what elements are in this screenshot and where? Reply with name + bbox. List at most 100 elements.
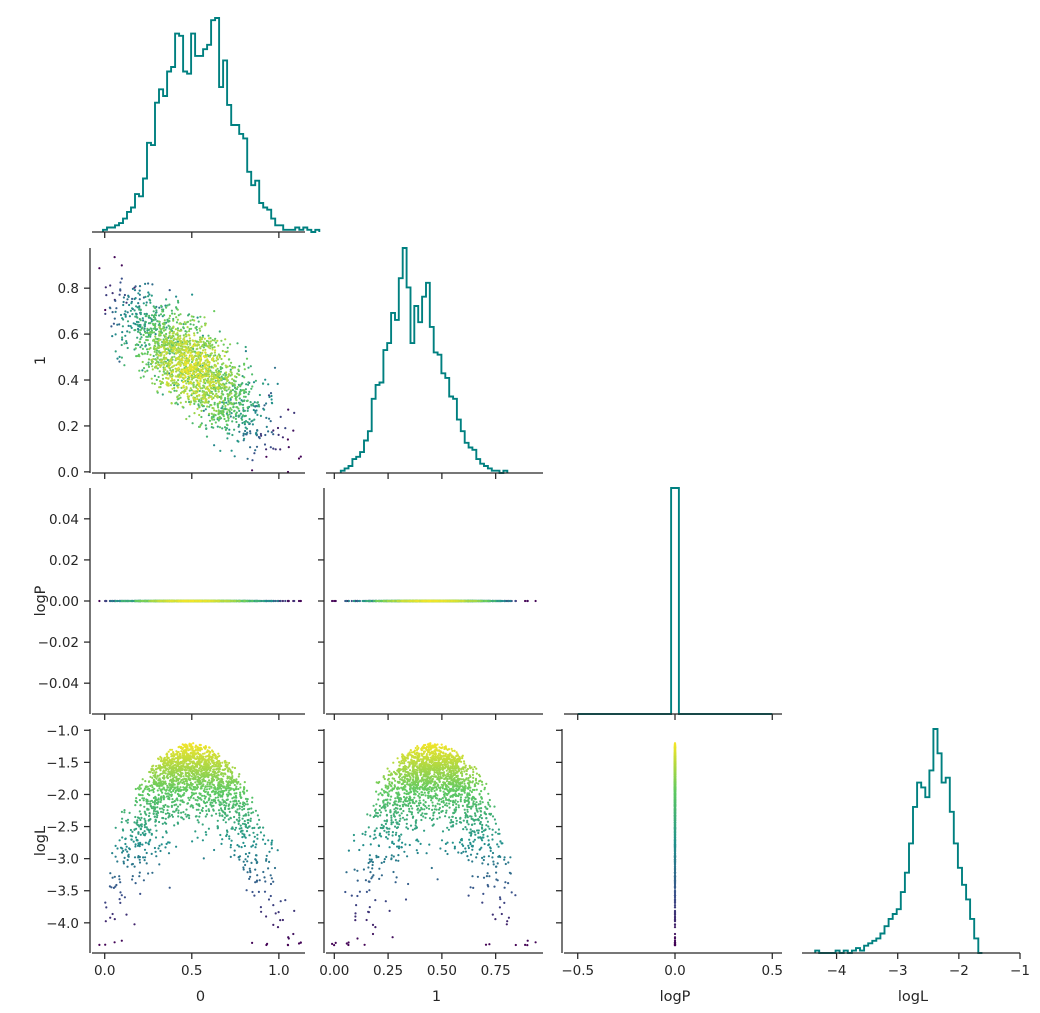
scatter-point <box>110 325 113 328</box>
scatter-point <box>179 396 182 399</box>
scatter-point <box>487 599 490 603</box>
scatter-point <box>207 371 210 374</box>
scatter-point <box>258 393 261 397</box>
scatter-point <box>220 395 223 398</box>
scatter-point <box>269 446 272 449</box>
scatter-point <box>159 599 162 603</box>
scatter-point <box>238 365 241 368</box>
scatter-point <box>194 398 197 401</box>
scatter-point <box>170 371 173 375</box>
scatter-point <box>115 307 118 310</box>
scatter-point <box>189 400 193 403</box>
scatter-point <box>156 357 159 360</box>
scatter-point <box>181 343 184 346</box>
scatter-point <box>175 321 179 324</box>
scatter-point <box>203 395 206 398</box>
scatter-point <box>213 403 216 406</box>
scatter-point <box>234 387 238 390</box>
scatter-point <box>183 321 186 324</box>
scatter-point <box>180 348 183 351</box>
scatter-point <box>188 381 191 384</box>
scatter-point <box>189 351 192 354</box>
scatter-point <box>526 599 529 603</box>
scatter-point <box>165 326 168 329</box>
scatter-point <box>213 351 216 354</box>
scatter-point <box>149 333 152 336</box>
scatter-point <box>216 339 219 342</box>
scatter-point <box>121 331 124 334</box>
scatter-point <box>251 419 254 422</box>
scatter-point <box>246 409 249 412</box>
scatter-point <box>237 407 240 410</box>
scatter-point <box>164 335 167 338</box>
scatter-point <box>208 599 211 603</box>
scatter-point <box>204 408 207 411</box>
scatter-point <box>173 338 176 341</box>
scatter-point <box>198 327 201 330</box>
scatter-point <box>169 362 172 366</box>
scatter-point <box>216 380 220 383</box>
scatter-point <box>509 599 512 603</box>
scatter-point <box>195 375 198 378</box>
scatter-point <box>141 360 144 364</box>
scatter-point <box>228 428 231 431</box>
scatter-point <box>166 304 169 307</box>
scatter-point <box>485 599 488 603</box>
scatter-point <box>153 313 156 316</box>
scatter-point <box>178 353 181 356</box>
scatter-point <box>244 429 247 433</box>
scatter-point <box>207 346 210 349</box>
scatter-point <box>202 381 205 384</box>
scatter-point <box>172 317 175 321</box>
scatter-point <box>205 391 208 394</box>
scatter-point <box>146 339 149 342</box>
scatter-point <box>186 392 189 395</box>
scatter-point <box>255 445 259 448</box>
scatter-point <box>249 446 252 449</box>
scatter-point <box>189 375 192 378</box>
scatter-point <box>147 363 150 366</box>
scatter-point <box>187 345 190 349</box>
scatter-point <box>218 330 221 333</box>
scatter-point <box>147 295 150 298</box>
scatter-point <box>273 599 277 603</box>
scatter-point <box>190 315 193 318</box>
scatter-point <box>175 599 178 603</box>
scatter-point <box>239 392 242 395</box>
scatter-point <box>226 346 229 349</box>
scatter-point <box>114 299 117 302</box>
scatter-point <box>172 365 175 368</box>
scatter-point <box>352 599 355 603</box>
scatter-point <box>197 341 200 344</box>
scatter-point <box>209 382 212 385</box>
scatter-point <box>142 333 145 337</box>
scatter-point <box>182 326 185 329</box>
scatter-point <box>190 382 193 385</box>
scatter-point <box>214 349 217 352</box>
scatter-point <box>123 364 126 367</box>
scatter-point <box>216 396 219 399</box>
scatter-point <box>217 599 220 603</box>
scatter-point <box>224 428 227 431</box>
scatter-point <box>147 282 150 285</box>
scatter-point <box>139 319 142 322</box>
scatter-point <box>188 330 191 333</box>
scatter-point <box>270 431 273 434</box>
scatter-point <box>139 313 142 316</box>
scatter-point <box>208 391 212 394</box>
scatter-point <box>154 333 157 336</box>
scatter-point <box>194 371 197 374</box>
scatter-point <box>256 413 259 416</box>
scatter-point <box>253 401 256 404</box>
scatter-point <box>175 358 178 361</box>
scatter-point <box>212 415 215 418</box>
scatter-point <box>162 334 166 337</box>
scatter-point <box>124 315 127 318</box>
scatter-point <box>211 343 214 346</box>
scatter-point <box>195 328 198 331</box>
scatter-point <box>151 283 154 286</box>
scatter-point <box>157 342 160 345</box>
scatter-point <box>143 324 146 327</box>
scatter-point <box>194 599 198 603</box>
scatter-point <box>141 599 144 603</box>
